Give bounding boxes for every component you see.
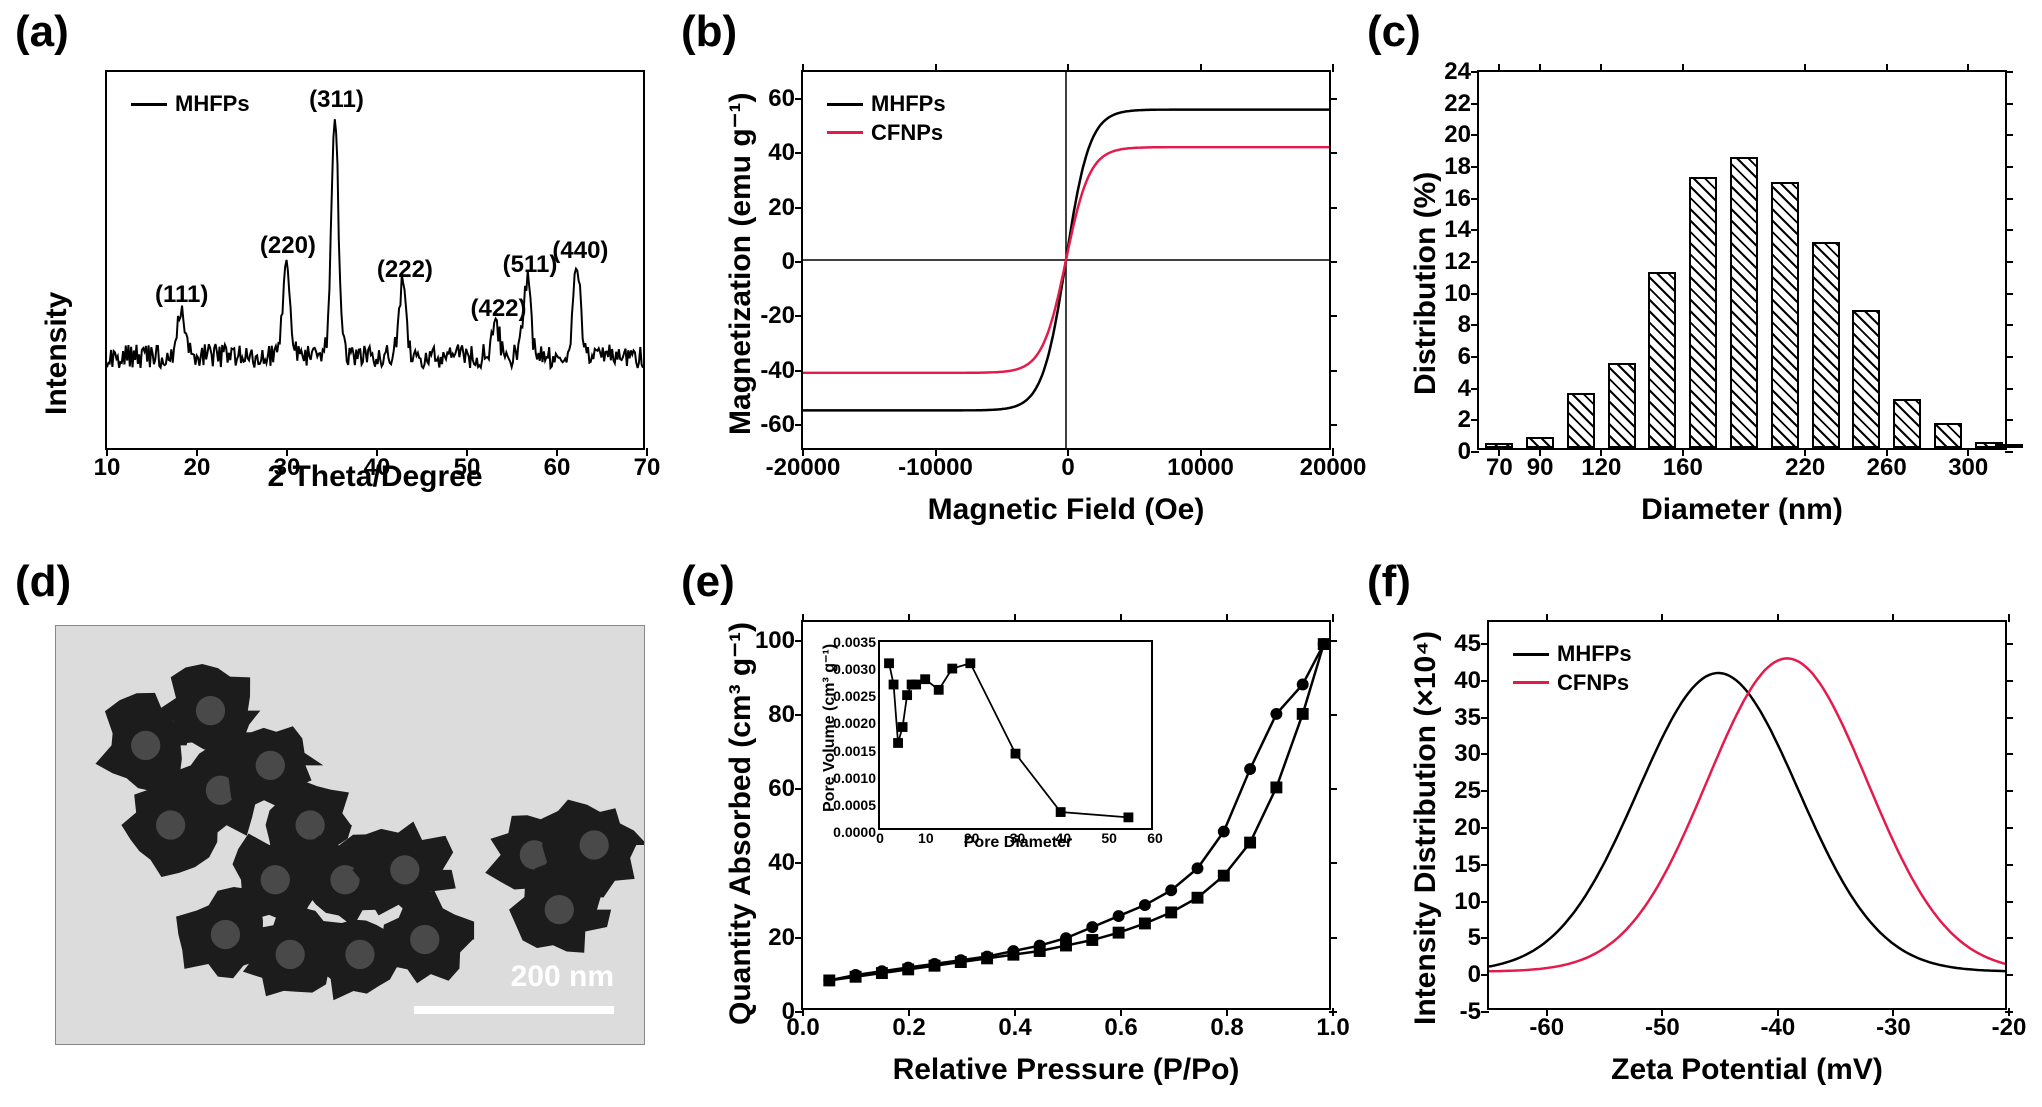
panel-f: (f) MHFPs CFNPs -60-50-40-30-20-50510152… [1367,565,2027,1105]
row-bottom: (d) 200 nm (e) 01020304050600.00000.0005… [15,565,2027,1105]
panel-d-label: (d) [15,557,71,607]
peak-label: (111) [155,281,208,309]
panel-c-label: (c) [1367,7,1421,57]
peak-label: (422) [470,295,526,323]
histogram-bar [1526,437,1554,448]
legend-f-row1: MHFPs [1513,640,1632,669]
histogram-bar [1648,272,1676,448]
chart-e-inset: 01020304050600.00000.00050.00100.00150.0… [878,640,1153,830]
chart-e-inset-svg [880,642,1151,828]
figure-root: (a) MHFPs (111) (220) (311) (222) (422) (511)… [0,0,2042,1107]
chart-f-plot: MHFPs CFNPs -60-50-40-30-20-505101520253… [1487,620,2007,1010]
panel-e-label: (e) [681,557,735,607]
chart-e-ylabel: Quantity Absorbed (cm³ g⁻¹) [723,622,758,1025]
panel-f-label: (f) [1367,557,1411,607]
inset-xlabel: Pore Diameter [903,834,1133,852]
chart-f-xlabel: Zeta Potential (mV) [1487,1053,2007,1087]
chart-f-ylabel: Intensity Distribution (×10⁴) [1409,631,1443,1025]
panel-a-legend: MHFPs [121,84,260,125]
legend-a-swatch [131,103,167,106]
peak-label: (511) [503,251,558,279]
chart-b-xlabel: Magnetic Field (Oe) [801,493,1331,527]
legend-b-sw1 [827,103,863,106]
legend-f-t1: MHFPs [1557,640,1632,669]
panel-e: (e) 01020304050600.00000.00050.00100.001… [681,565,1361,1105]
histogram-bar [1608,363,1636,449]
panel-a: (a) MHFPs (111)(220)(311)(222)(422)(511)… [15,15,675,555]
legend-b-row2: CFNPs [827,119,946,148]
chart-c-ylabel: Distribution (%) [1409,172,1443,395]
legend-b-t1: MHFPs [871,90,946,119]
chart-c-xlabel: Diameter (nm) [1477,493,2007,527]
histogram-bar [1771,182,1799,448]
legend-f-sw1 [1513,653,1549,656]
peak-label: (222) [377,256,433,284]
panel-c: (c) 709012016022026030002468101214161820… [1367,15,2027,555]
scalebar-line [414,1006,614,1014]
chart-a-plot: MHFPs (111) (220) (311) (222) (422) (511)(440… [105,70,645,450]
histogram-bar [1689,177,1717,448]
scalebar-text: 200 nm [511,960,614,994]
inset-ylabel: Pore Volume (cm³ g⁻¹) [819,644,839,812]
histogram-bar [1567,393,1595,448]
histogram-bar [1812,242,1840,448]
legend-b-row1: MHFPs [827,90,946,119]
chart-e-xlabel: Relative Pressure (P/Po) [801,1053,1331,1087]
legend-b-t2: CFNPs [871,119,943,148]
histogram-bar [1934,423,1962,448]
histogram-bar [1995,444,2023,448]
chart-b-plot: MHFPs CFNPs -20000-1000001000020000-60-4… [801,70,1331,450]
legend-a-row: MHFPs [131,90,250,119]
legend-f-row2: CFNPs [1513,669,1632,698]
panel-b: (b) MHFPs CFNPs -20000-1000001000020000-… [681,15,1361,555]
tem-image: 200 nm [55,625,645,1045]
peak-label: (220) [260,232,316,260]
histogram-bar [1730,157,1758,448]
chart-a-xlabel: 2 Theta/Degree [105,460,645,494]
chart-c-plot: 7090120160220260300024681012141618202224 [1477,70,2007,450]
peak-label: (311) [309,86,364,114]
row-top: (a) MHFPs (111)(220)(311)(222)(422)(511)… [15,15,2027,555]
legend-f-sw2 [1513,681,1549,684]
chart-e-plot: 01020304050600.00000.00050.00100.00150.0… [801,620,1331,1010]
legend-a-text: MHFPs [175,90,250,119]
panel-a-label: (a) [15,7,69,57]
panel-b-legend: MHFPs CFNPs [817,84,956,153]
peak-label: (440) [552,237,608,265]
panel-b-label: (b) [681,7,737,57]
histogram-bar [1852,310,1880,448]
legend-f-t2: CFNPs [1557,669,1629,698]
chart-a-ylabel: Intensity [40,292,74,415]
histogram-bar [1893,399,1921,448]
panel-d: (d) 200 nm [15,565,675,1105]
chart-b-ylabel: Magnetization (emu g⁻¹) [723,93,758,435]
panel-f-legend: MHFPs CFNPs [1503,634,1642,703]
legend-b-sw2 [827,131,863,134]
